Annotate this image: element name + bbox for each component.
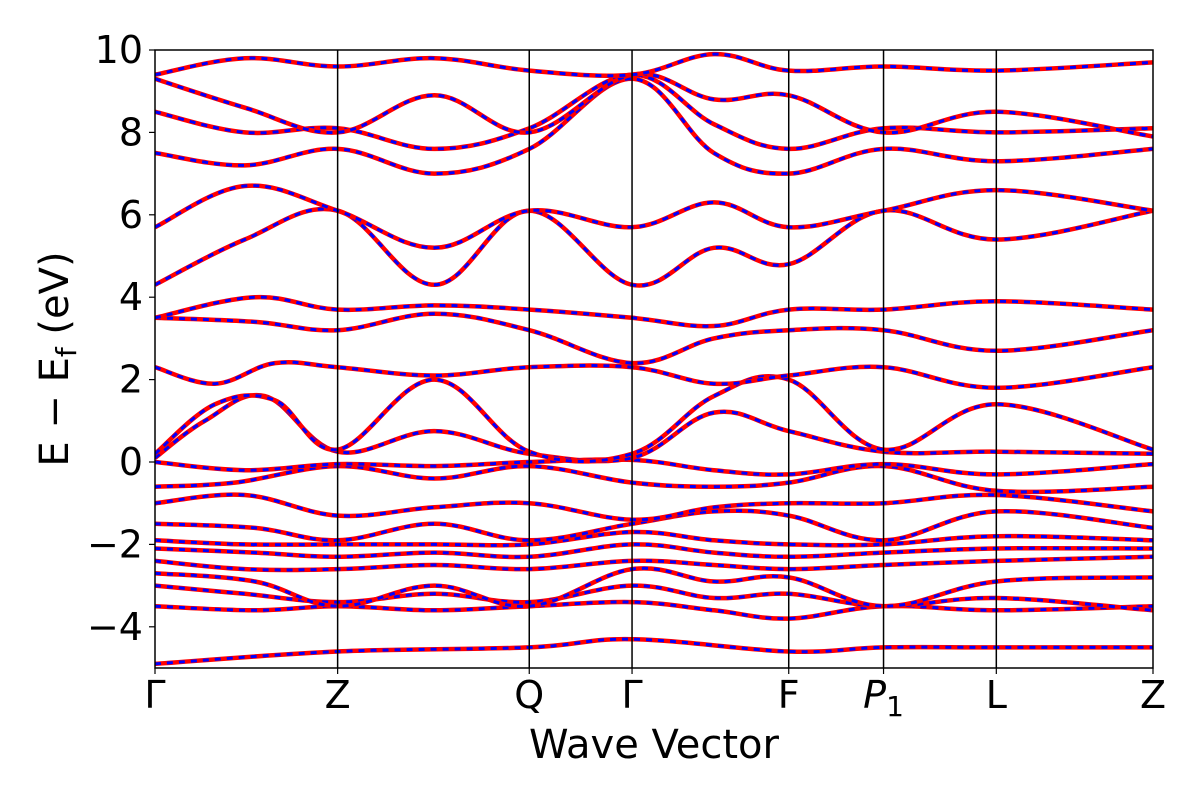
y-tick-label-4: 4	[119, 275, 143, 319]
band-19-fit	[155, 73, 1153, 151]
band-12-fit	[155, 374, 1153, 463]
plot-frame	[154, 49, 1154, 669]
x-tick-label-0: Γ	[144, 673, 165, 717]
y-tick-label-3: 2	[119, 358, 143, 402]
band-20-dft	[155, 71, 1153, 139]
y-axis-label-subscript: f	[50, 346, 83, 357]
x-tick-label-5: P1	[863, 673, 904, 723]
band-21-dft	[155, 51, 1153, 78]
y-tick-label-6: 8	[119, 110, 143, 154]
x-tick-label-1: Z	[325, 673, 351, 717]
band-10-dft	[155, 457, 1153, 477]
band-6-fit	[155, 530, 1153, 547]
x-tick-label-4: F	[778, 673, 800, 717]
x-tick-label-subscript: 1	[886, 690, 904, 723]
y-tick-label-2: 0	[119, 440, 143, 484]
x-ticks-layer: Γ Z Q Γ F P1 L Z	[144, 668, 1166, 723]
bands-layer	[155, 51, 1153, 667]
x-tick-label-3: Γ	[621, 673, 642, 717]
band-8-dft	[155, 492, 1153, 522]
y-axis-label-unit: (eV)	[32, 251, 78, 347]
kpoint-lines-layer	[336, 50, 998, 668]
band-0-dft	[155, 636, 1153, 667]
x-tick-label-6: L	[986, 673, 1007, 717]
y-ticks-layer: −4 −2 0 2 4 6 8 10	[87, 28, 155, 649]
band-9-dft	[155, 463, 1153, 495]
x-tick-label-2: Q	[514, 673, 544, 717]
band-7-dft	[155, 508, 1153, 543]
x-axis-label: Wave Vector	[529, 722, 780, 768]
y-axis-label-main: E − E	[32, 357, 78, 467]
band-13-fit	[155, 360, 1153, 390]
band-13-dft	[155, 359, 1153, 391]
band-16-fit	[155, 207, 1153, 288]
band-10-fit	[155, 457, 1153, 477]
x-tick-label-main: P	[863, 673, 886, 717]
band-18-fit	[155, 77, 1153, 176]
y-tick-label-0: −4	[87, 605, 143, 649]
y-tick-label-5: 6	[119, 193, 143, 237]
band-18-dft	[155, 76, 1153, 176]
x-tick-label-7: Z	[1140, 673, 1166, 717]
band-16-dft	[155, 206, 1153, 288]
band-4-fit	[155, 555, 1153, 572]
y-axis-label: E − Ef (eV)	[32, 251, 83, 466]
y-tick-label-7: 10	[95, 28, 143, 72]
y-tick-label-1: −2	[87, 522, 143, 566]
band-1-dft	[155, 599, 1153, 621]
